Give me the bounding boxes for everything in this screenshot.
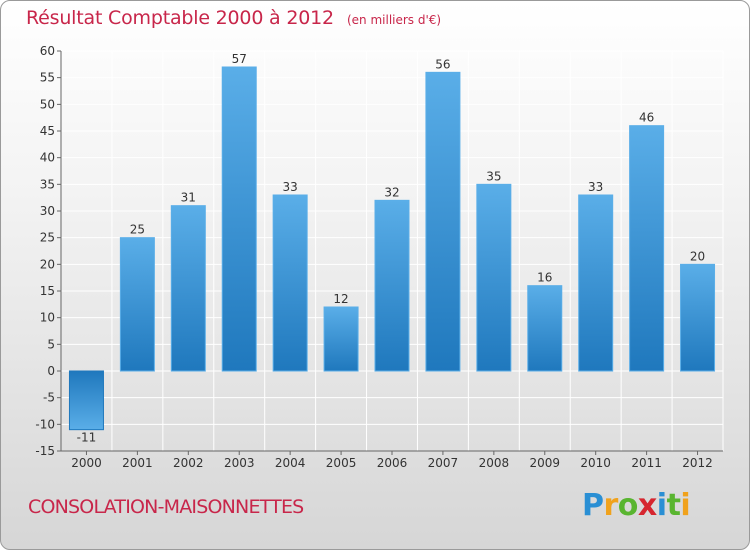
bar-2006[interactable] (374, 199, 410, 372)
logo-letter: o (617, 488, 639, 523)
data-label: 25 (130, 223, 145, 237)
data-label: 46 (639, 111, 654, 125)
y-tick-label: 40 (40, 151, 55, 165)
chart-title: Résultat Comptable 2000 à 2012 (26, 7, 334, 29)
x-tick-label: 2008 (479, 456, 510, 470)
data-label: -11 (77, 431, 97, 445)
bar-2001[interactable] (119, 237, 155, 372)
x-tick-label: 2012 (682, 456, 713, 470)
data-label: 16 (537, 271, 552, 285)
bar-2012[interactable] (680, 263, 716, 372)
logo-letter: i (656, 488, 667, 523)
x-tick-label: 2011 (631, 456, 662, 470)
y-tick-label: -5 (43, 391, 55, 405)
x-tick-label: 2007 (428, 456, 459, 470)
x-tick-label: 2009 (529, 456, 560, 470)
y-tick-label: 15 (40, 284, 55, 298)
data-label: 57 (232, 52, 247, 66)
data-label: 33 (283, 180, 298, 194)
x-tick-label: 2001 (122, 456, 153, 470)
logo-letter: x (637, 488, 657, 523)
y-tick-label: -15 (35, 444, 55, 458)
y-tick-label: 30 (40, 204, 55, 218)
bar-layer (68, 66, 716, 431)
y-tick-label: -10 (35, 417, 55, 431)
data-label: 35 (486, 169, 501, 183)
commune-name: CONSOLATION-MAISONNETTES (28, 496, 304, 518)
y-tick-label: 5 (47, 337, 55, 351)
bar-2011[interactable] (629, 125, 665, 372)
chart-subtitle: (en milliers d'€) (346, 13, 442, 27)
logo-letter: r (603, 488, 619, 523)
data-label: 12 (333, 292, 348, 306)
data-label: 56 (435, 57, 450, 71)
y-tick-label: 60 (40, 44, 55, 58)
data-label: 33 (588, 180, 603, 194)
y-tick-label: 50 (40, 97, 55, 111)
bar-2004[interactable] (272, 194, 308, 372)
bar-2009[interactable] (527, 285, 563, 372)
logo-letter: i (680, 488, 691, 523)
bar-2007[interactable] (425, 71, 461, 372)
bar-2002[interactable] (170, 205, 206, 372)
y-tick-label: 25 (40, 231, 55, 245)
data-label: 20 (690, 249, 705, 263)
y-tick-label: 20 (40, 257, 55, 271)
x-tick-label: 2002 (173, 456, 204, 470)
axis-layer (57, 50, 723, 455)
bar-2003[interactable] (221, 66, 257, 372)
title-row: Résultat Comptable 2000 à 2012 (en milli… (26, 7, 441, 29)
y-tick-label: 10 (40, 311, 55, 325)
y-tick-label: 0 (47, 364, 55, 378)
y-tick-label: 35 (40, 177, 55, 191)
x-tick-label: 2005 (326, 456, 357, 470)
logo-letter: P (582, 488, 604, 523)
x-tick-label: 2006 (377, 456, 408, 470)
bar-2008[interactable] (476, 183, 512, 372)
x-tick-label: 2004 (275, 456, 306, 470)
y-tick-label: 55 (40, 71, 55, 85)
bar-2000[interactable] (68, 370, 104, 431)
x-tick-label: 2010 (580, 456, 611, 470)
x-tick-label: 2000 (71, 456, 102, 470)
logo-letter: t (666, 488, 681, 523)
label-layer: -15 -10 -5 0 5 10 15 20 25 30 35 40 45 50 55 60 -11 2000 2… (35, 44, 712, 470)
data-label: 32 (384, 185, 399, 199)
bar-2005[interactable] (323, 306, 359, 372)
proxiti-logo[interactable]: Proxiti (582, 488, 691, 523)
bar-2010[interactable] (578, 194, 614, 372)
data-label: 31 (181, 191, 196, 205)
y-tick-label: 45 (40, 124, 55, 138)
x-tick-label: 2003 (224, 456, 255, 470)
